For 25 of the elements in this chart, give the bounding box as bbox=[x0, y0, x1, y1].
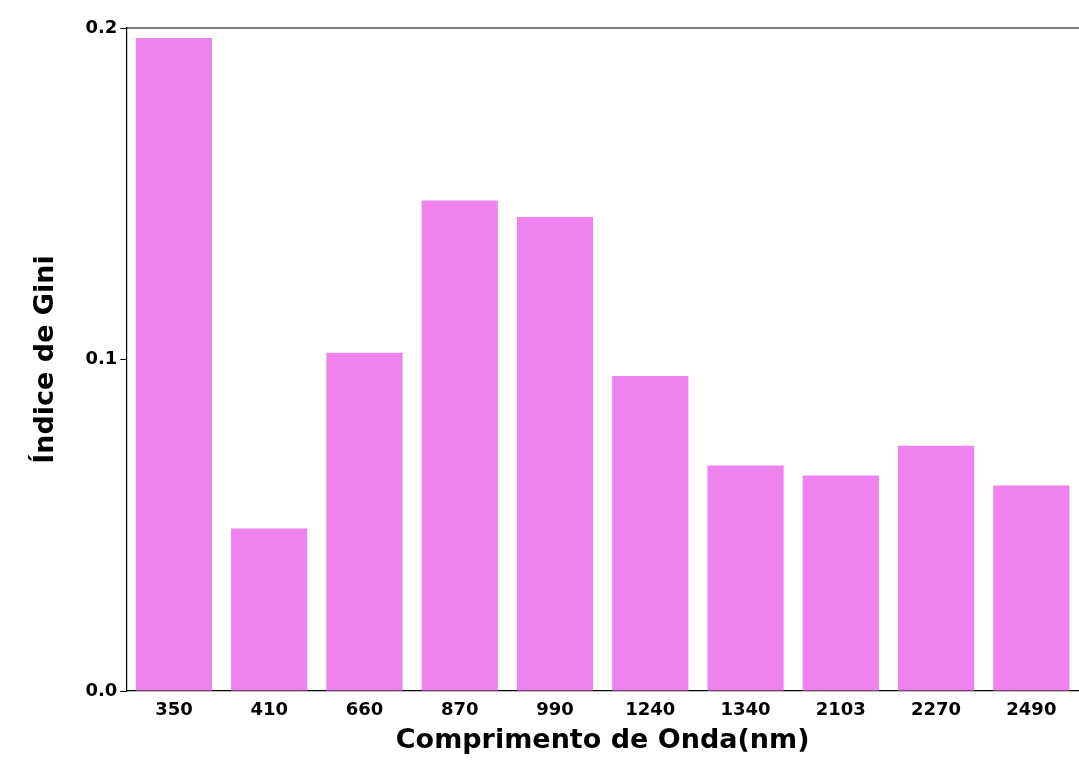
y-tick-label: 0.0 bbox=[85, 678, 118, 700]
x-tick-label: 2103 bbox=[815, 698, 866, 720]
x-tick-label: 1340 bbox=[720, 698, 771, 720]
x-tick-label: 990 bbox=[536, 698, 574, 720]
bar bbox=[612, 376, 689, 691]
x-axis-title: Comprimento de Onda(nm) bbox=[395, 722, 810, 754]
bar bbox=[421, 200, 498, 691]
y-tick-label: 0.1 bbox=[85, 347, 118, 369]
bar bbox=[326, 352, 403, 691]
x-tick-label: 870 bbox=[440, 698, 479, 720]
bar bbox=[897, 445, 975, 691]
x-tick-label: 2270 bbox=[911, 698, 962, 720]
x-tick-label: 410 bbox=[250, 698, 288, 720]
x-tick-label: 350 bbox=[155, 698, 193, 720]
bar bbox=[993, 485, 1070, 691]
x-tick-label: 2490 bbox=[1006, 698, 1057, 720]
bar bbox=[707, 465, 784, 691]
bar bbox=[135, 37, 213, 691]
bar bbox=[802, 475, 879, 691]
x-tick-label: 1240 bbox=[625, 698, 676, 720]
bar bbox=[231, 528, 308, 691]
y-axis-title: Índice de Gini bbox=[28, 255, 60, 464]
bar bbox=[516, 216, 594, 691]
y-tick-label: 0.2 bbox=[85, 15, 118, 37]
x-tick-label: 660 bbox=[345, 698, 384, 720]
